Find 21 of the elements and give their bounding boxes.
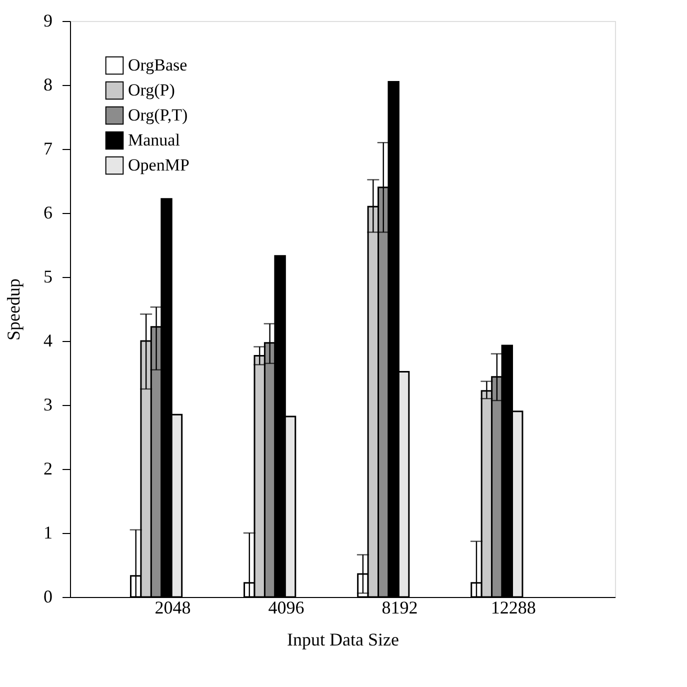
y-tick-label: 3: [44, 394, 52, 414]
legend-label: Org(P,T): [128, 106, 188, 124]
legend-label: Org(P): [128, 80, 175, 100]
y-tick-label: 4: [44, 330, 52, 350]
y-tick-label: 1: [44, 522, 52, 542]
y-tick-label: 9: [44, 10, 52, 30]
legend-label: OpenMP: [128, 156, 190, 174]
legend-label: OrgBase: [128, 56, 188, 74]
y-tick-label: 6: [44, 202, 52, 222]
x-tick-label: 4096: [268, 598, 304, 618]
x-tick-label: 2048: [154, 598, 191, 618]
x-axis-title: Input Data Size: [287, 630, 399, 650]
x-tick-label: 12288: [490, 598, 536, 618]
x-tick-label: 8192: [382, 598, 418, 618]
y-tick-label: 0: [44, 586, 52, 606]
legend-label: Manual: [128, 130, 180, 150]
y-tick-label: 7: [44, 138, 52, 158]
y-tick-label: 5: [44, 266, 52, 286]
y-tick-label: 2: [44, 458, 52, 478]
y-axis-title: Speedup: [4, 278, 24, 340]
y-tick-label: 8: [44, 74, 52, 94]
